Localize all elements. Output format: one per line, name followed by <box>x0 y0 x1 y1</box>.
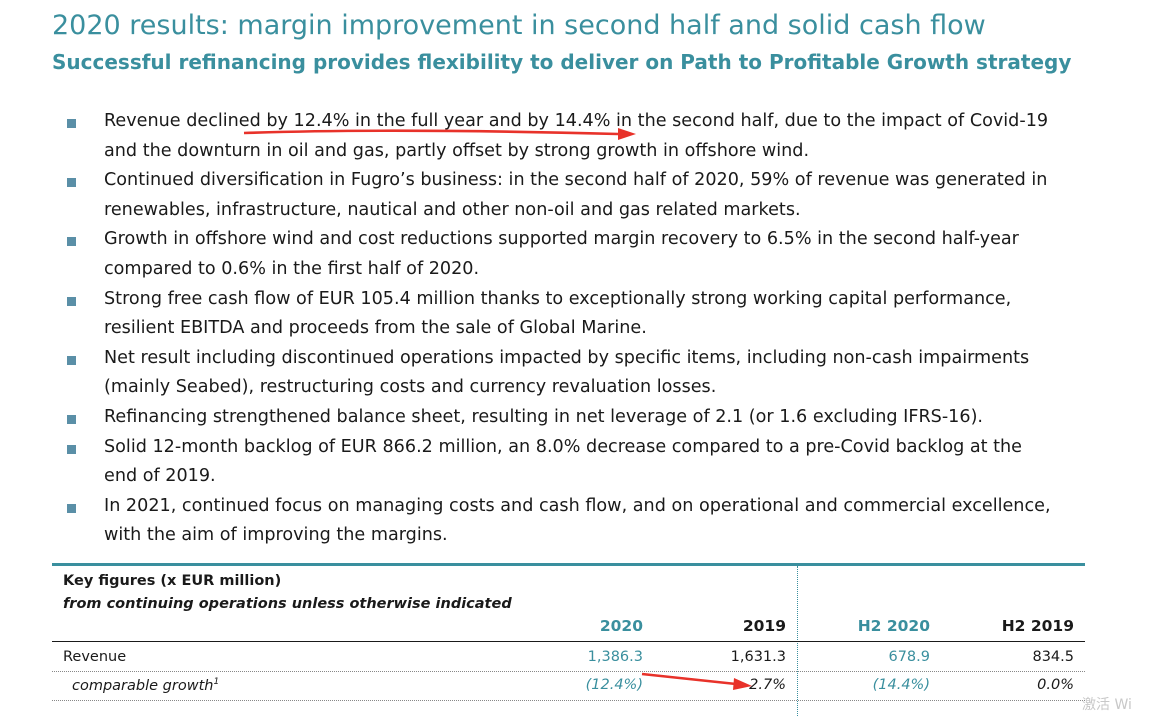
bullet-text-line: compared to 0.6% in the first half of 20… <box>104 258 480 279</box>
bullet-text-line: (mainly Seabed), restructuring costs and… <box>104 377 717 398</box>
bullet-text-line: In 2021, continued focus on managing cos… <box>104 495 1051 516</box>
square-bullet-icon <box>67 503 76 513</box>
row-divider <box>52 671 1085 672</box>
table-heading: Key figures (x EUR million) <box>63 573 282 589</box>
bullet-text-line: Growth in offshore wind and cost reducti… <box>104 229 1019 250</box>
bullet-item: Net result including discontinued operat… <box>0 344 1094 403</box>
bullet-text-line: resilient EBITDA and proceeds from the s… <box>104 318 647 339</box>
square-bullet-icon <box>67 296 76 306</box>
bullet-item: Revenue declined by 12.4% in the full ye… <box>0 107 1094 166</box>
column-header: 2020 <box>599 617 643 635</box>
bullet-text-line: Strong free cash flow of EUR 105.4 milli… <box>104 288 1012 309</box>
square-bullet-icon <box>67 178 76 188</box>
square-bullet-icon <box>67 355 76 365</box>
bullet-item: Continued diversification in Fugro’s bus… <box>0 166 1094 225</box>
watermark-text: 激活 Wi <box>1082 697 1132 713</box>
table-cell: 1,386.3 <box>587 649 643 665</box>
bullet-text-line: end of 2019. <box>104 466 216 487</box>
bullet-text-line: with the aim of improving the margins. <box>104 525 448 546</box>
bullet-item: Strong free cash flow of EUR 105.4 milli… <box>0 285 1094 344</box>
square-bullet-icon <box>67 414 76 424</box>
row-label: Revenue <box>63 649 127 665</box>
bullet-text-line: renewables, infrastructure, nautical and… <box>104 199 801 220</box>
table-cell: 1,631.3 <box>730 649 786 665</box>
bullet-text-line: and the downturn in oil and gas, partly … <box>104 140 810 161</box>
bullet-item: Solid 12-month backlog of EUR 866.2 mill… <box>0 433 1094 492</box>
table-cell: 0.0% <box>1037 677 1074 693</box>
row-divider <box>52 700 1085 701</box>
column-header: H2 2019 <box>1001 617 1074 635</box>
bullet-item: Refinancing strengthened balance sheet, … <box>0 403 1094 433</box>
bullet-text-line: Continued diversification in Fugro’s bus… <box>104 170 1048 191</box>
column-header: 2019 <box>742 617 786 635</box>
square-bullet-icon <box>67 237 76 247</box>
footnote-marker: 1 <box>213 677 220 687</box>
header-rule <box>52 641 1085 642</box>
table-cell: (14.4%) <box>872 677 930 693</box>
bullet-text-line: Revenue declined by 12.4% in the full ye… <box>104 111 1049 131</box>
table-subheading: from continuing operations unless otherw… <box>63 596 512 612</box>
table-cell: (12.4%) <box>585 677 643 693</box>
table-cell: 678.9 <box>888 649 930 665</box>
bullet-text-line: Net result including discontinued operat… <box>104 347 1030 368</box>
key-figures-table: Key figures (x EUR million) from continu… <box>52 563 1085 716</box>
bullet-item: In 2021, continued focus on managing cos… <box>0 492 1094 551</box>
table-cell: 2.7% <box>749 677 786 693</box>
page-subtitle: Successful refinancing provides flexibil… <box>52 50 1072 74</box>
bullet-item: Growth in offshore wind and cost reducti… <box>0 225 1094 284</box>
bullet-text-line: Solid 12-month backlog of EUR 866.2 mill… <box>104 436 1023 457</box>
page-title: 2020 results: margin improvement in seco… <box>52 10 986 41</box>
table-cell: 834.5 <box>1032 649 1074 665</box>
square-bullet-icon <box>67 119 76 128</box>
row-label: comparable growth1 <box>72 677 219 694</box>
square-bullet-icon <box>67 444 76 454</box>
bullet-text-line: Refinancing strengthened balance sheet, … <box>104 406 984 427</box>
table-top-rule <box>52 563 1085 566</box>
bullet-list: Revenue declined by 12.4% in the full ye… <box>0 107 1158 551</box>
column-header: H2 2020 <box>857 617 930 635</box>
row-label-text: comparable growth <box>72 677 214 694</box>
